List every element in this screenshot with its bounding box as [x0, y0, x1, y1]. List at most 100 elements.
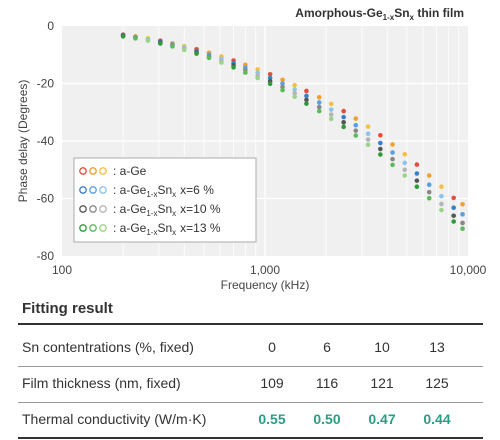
data-point-series-1 — [280, 77, 285, 83]
data-point-series-4 — [402, 173, 408, 178]
data-point-series-2 — [378, 140, 383, 146]
data-point-series-1 — [304, 88, 309, 94]
data-point-series-4 — [390, 162, 395, 168]
chart-title: Amorphous-Ge1-xSnx thin film — [295, 6, 464, 22]
data-point-series-1 — [439, 184, 444, 190]
data-point-series-2 — [328, 107, 334, 112]
data-point-series-3 — [328, 112, 334, 117]
data-point-series-4 — [292, 94, 297, 100]
legend-marker-icon — [99, 186, 107, 194]
data-point-series-3 — [316, 104, 322, 110]
data-point-series-2 — [280, 81, 285, 86]
chart-title-tail: thin film — [414, 6, 464, 20]
data-point-series-2 — [304, 93, 309, 99]
data-point-series-4 — [365, 142, 371, 148]
data-point-series-4 — [280, 87, 285, 93]
legend-marker-icon — [89, 205, 97, 213]
y-tick-label: -60 — [37, 192, 55, 206]
data-point-series-4 — [255, 75, 260, 81]
data-point-series-3 — [414, 178, 420, 183]
x-tick-label: 100 — [52, 263, 72, 277]
table-row-divider — [18, 366, 483, 367]
data-point-series-3 — [426, 189, 432, 195]
data-point-series-2 — [460, 212, 465, 217]
legend-entry-label: : a-Ge — [113, 164, 147, 178]
legend-marker-icon — [99, 205, 107, 213]
data-point-series-2 — [267, 75, 273, 81]
table-row-label: Sn contentrations (%, fixed) — [22, 339, 194, 355]
data-point-series-1 — [365, 124, 371, 129]
table-top-rule — [18, 323, 483, 325]
data-point-series-1 — [378, 132, 383, 138]
data-point-series-2 — [439, 193, 444, 199]
table-row-label: Film thickness (nm, fixed) — [22, 375, 181, 391]
data-point-series-1 — [292, 82, 297, 88]
data-point-series-1 — [451, 195, 456, 201]
legend-marker-icon — [79, 186, 87, 194]
data-point-series-2 — [451, 205, 456, 210]
data-point-series-1 — [390, 142, 395, 147]
data-point-series-2 — [292, 87, 297, 92]
table-cell: 0.55 — [258, 411, 286, 427]
data-point-series-4 — [304, 101, 309, 106]
data-point-series-4 — [328, 116, 334, 122]
data-point-series-3 — [460, 220, 465, 226]
data-point-series-3 — [353, 128, 359, 133]
data-point-series-2 — [353, 122, 359, 128]
data-point-series-2 — [414, 171, 420, 176]
chart-title-sub: 1-x — [383, 13, 395, 22]
data-point-series-2 — [402, 160, 408, 166]
data-point-series-4 — [133, 36, 138, 41]
legend-marker-icon — [99, 167, 107, 175]
table-row: Film thickness (nm, fixed) 109 116 121 125 — [0, 366, 500, 402]
legend-marker-icon — [89, 186, 97, 194]
table-cell: 13 — [429, 339, 445, 355]
table-cell: 109 — [260, 375, 284, 391]
data-point-series-4 — [460, 226, 465, 231]
data-point-series-4 — [170, 44, 175, 49]
table-cell: 10 — [374, 339, 390, 355]
data-point-series-4 — [120, 34, 126, 39]
table-cell: 0.50 — [313, 411, 341, 427]
table-cell: 0 — [268, 339, 276, 355]
data-point-series-4 — [451, 219, 456, 224]
x-tick-label: 10,000 — [450, 263, 487, 277]
data-point-series-1 — [414, 162, 420, 167]
y-tick-label: -40 — [37, 134, 55, 148]
data-point-series-2 — [365, 131, 371, 137]
data-point-series-4 — [243, 70, 248, 75]
table-cell: 116 — [315, 375, 339, 391]
data-point-series-3 — [365, 137, 371, 142]
y-tick-label: 0 — [47, 19, 54, 33]
data-point-series-4 — [206, 55, 212, 61]
data-point-series-4 — [426, 195, 432, 201]
legend-entry-label: : a-Ge1-xSnx x=13 % — [113, 221, 221, 237]
data-point-series-4 — [267, 81, 273, 87]
data-point-series-3 — [439, 201, 444, 207]
table-bottom-rule — [18, 437, 483, 439]
table-cell: 0.44 — [423, 411, 451, 427]
legend-entry-label: : a-Ge1-xSnx x=10 % — [113, 202, 221, 218]
data-point-series-1 — [402, 151, 408, 157]
data-point-series-4 — [378, 152, 383, 157]
table-title: Fitting result — [22, 300, 113, 317]
table-cell: 125 — [425, 375, 449, 391]
legend-entry-label: : a-Ge1-xSnx x=6 % — [113, 183, 214, 199]
y-tick-label: -80 — [37, 249, 55, 263]
legend-box — [73, 157, 257, 243]
data-point-series-3 — [451, 213, 456, 219]
data-point-series-1 — [267, 72, 273, 77]
y-axis-label: Phase delay (Degrees) — [16, 80, 30, 203]
table-row-divider — [18, 402, 483, 403]
legend-marker-icon — [99, 224, 107, 232]
table-row: Thermal conductivity (W/m·K) 0.55 0.50 0.47… — [0, 402, 500, 438]
data-point-series-1 — [460, 201, 465, 207]
data-point-series-3 — [390, 156, 395, 162]
x-tick-label: 1,000 — [250, 263, 280, 277]
table-cell: 121 — [370, 375, 394, 391]
chart-title-sub2: x — [410, 13, 415, 22]
data-point-series-4 — [353, 133, 359, 138]
data-point-series-4 — [158, 41, 163, 46]
